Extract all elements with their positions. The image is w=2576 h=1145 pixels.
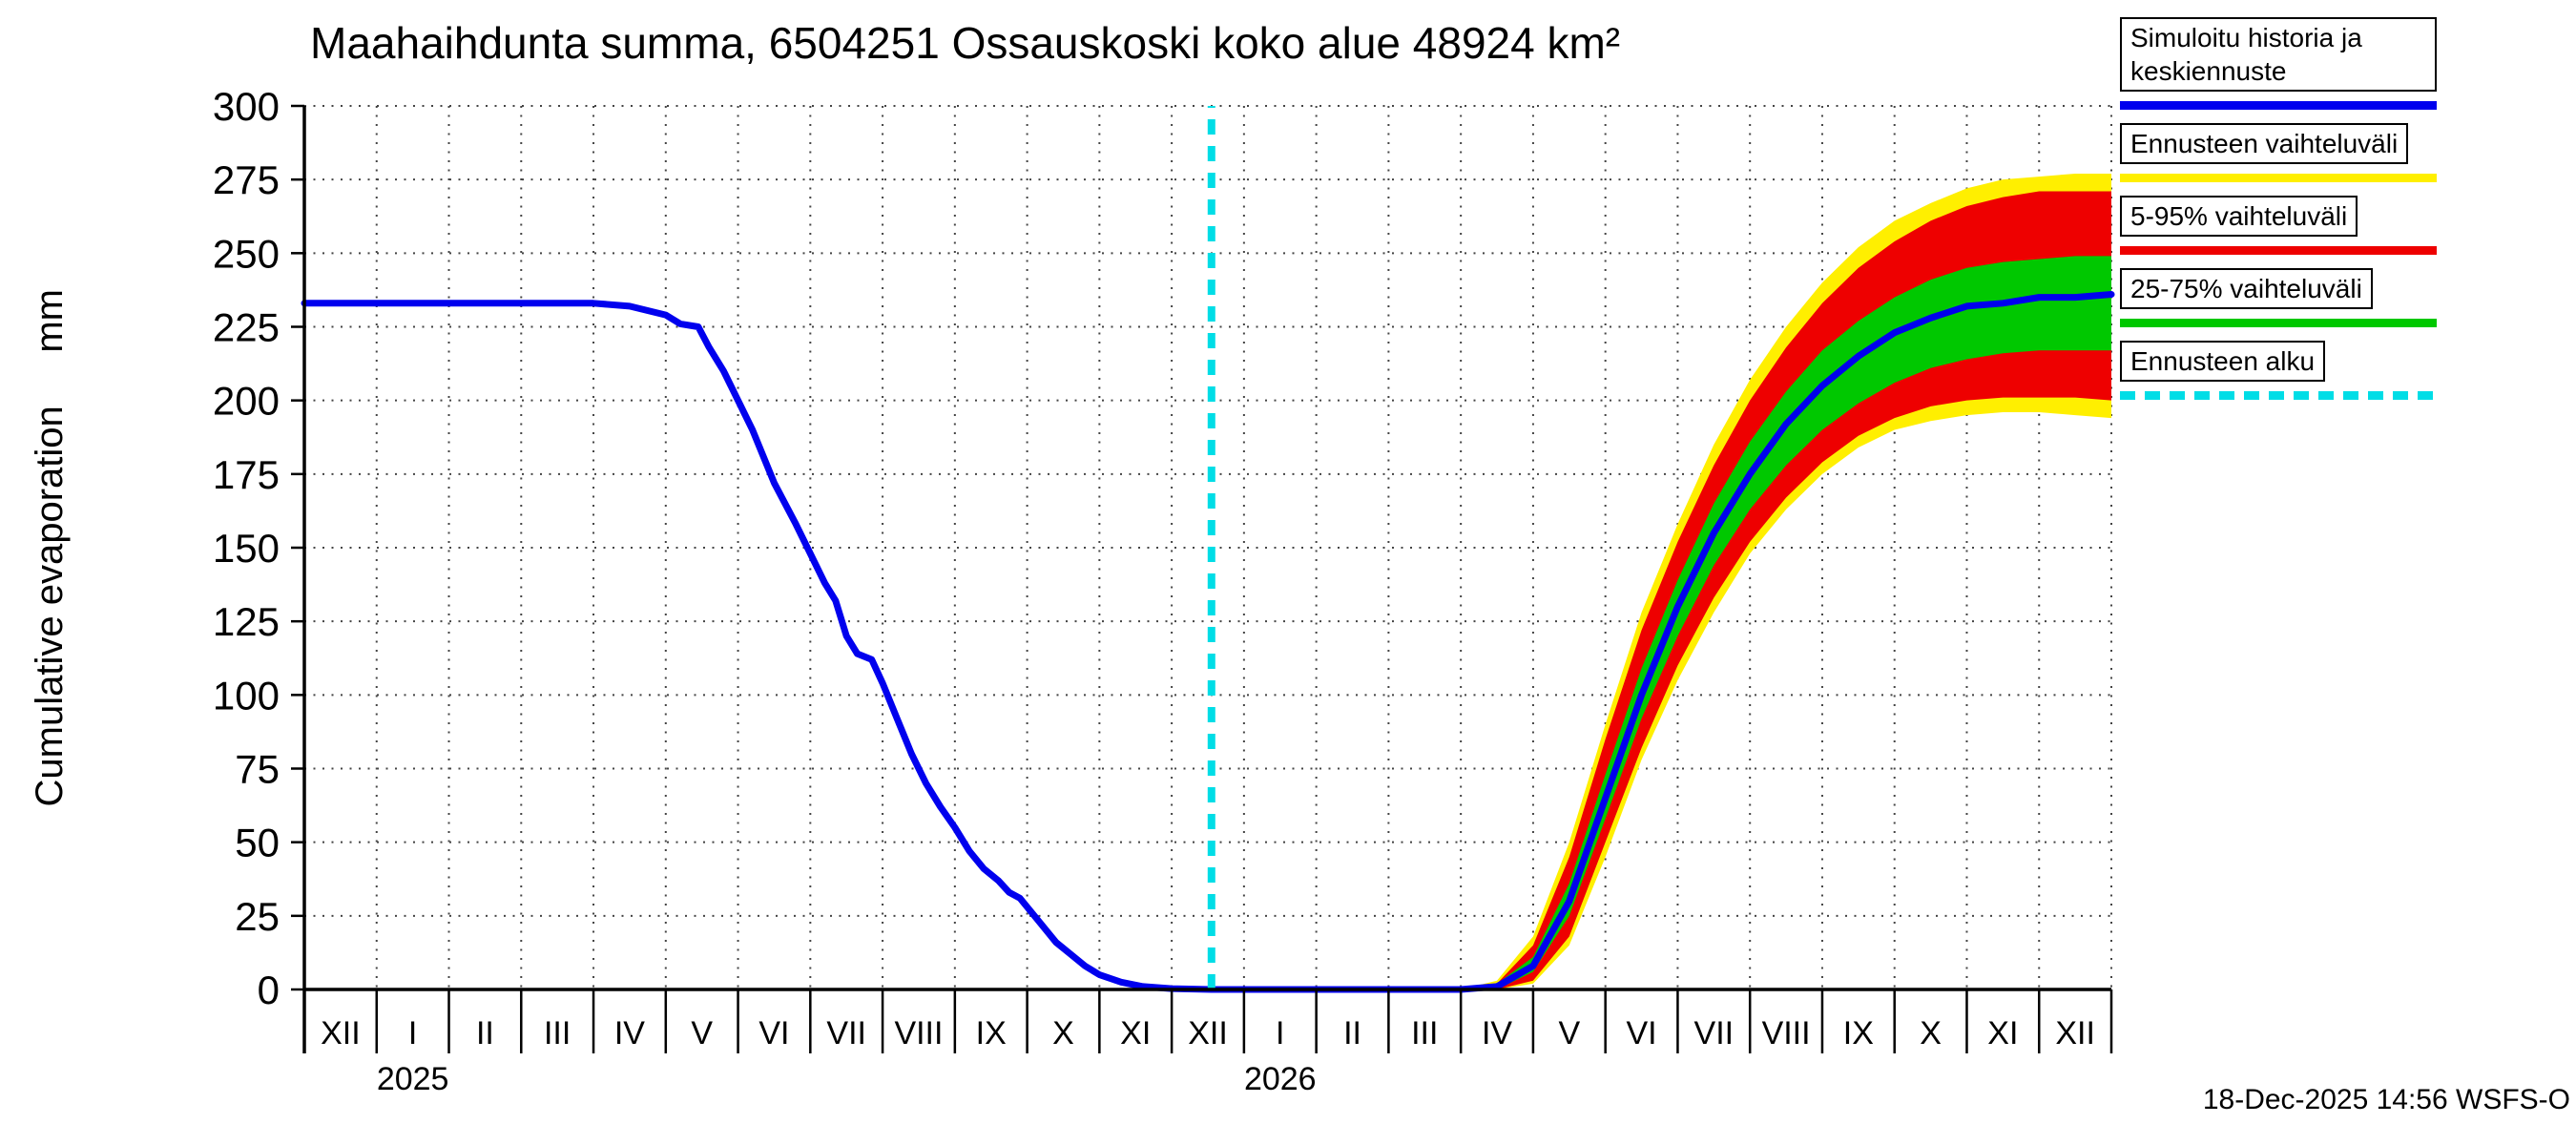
x-tick-label: IX	[976, 1015, 1007, 1051]
y-axis-label-wrap: Cumulative evaporation mm	[21, 106, 78, 989]
y-tick-label: 200	[213, 379, 280, 424]
x-tick-label: VII	[1694, 1015, 1735, 1051]
x-tick-label: XII	[321, 1015, 361, 1051]
x-tick-label: V	[691, 1015, 713, 1051]
chart-title: Maahaihdunta summa, 6504251 Ossauskoski …	[310, 18, 1621, 68]
y-tick-label: 225	[213, 305, 280, 350]
legend-entry: 25-75% vaihteluväli	[2120, 268, 2437, 327]
legend-entry: 5-95% vaihteluväli	[2120, 196, 2437, 255]
x-tick-label: X	[1920, 1015, 1942, 1051]
y-tick-label: 50	[235, 821, 280, 865]
legend-label: 5-95% vaihteluväli	[2120, 196, 2358, 237]
legend-entry: Ennusteen vaihteluväli	[2120, 123, 2437, 182]
legend-swatch-line	[2120, 174, 2437, 182]
y-tick-label: 275	[213, 157, 280, 202]
y-tick-label: 75	[235, 747, 280, 792]
x-tick-label: III	[544, 1015, 571, 1051]
x-tick-label: XI	[1120, 1015, 1151, 1051]
x-tick-label: II	[476, 1015, 494, 1051]
legend-entry: Simuloitu historia ja keskiennuste	[2120, 17, 2437, 110]
median-line	[301, 291, 2115, 993]
x-tick-label: VI	[1626, 1015, 1656, 1051]
band-5-95	[1461, 191, 2111, 990]
x-tick-label: XII	[1188, 1015, 1228, 1051]
y-tick-label: 100	[213, 673, 280, 718]
legend-label: Simuloitu historia ja keskiennuste	[2120, 17, 2437, 92]
x-tick-label: XII	[2055, 1015, 2095, 1051]
legend-swatch-line	[2120, 391, 2437, 400]
x-tick-label: VIII	[1762, 1015, 1811, 1051]
y-tick-label: 250	[213, 231, 280, 276]
x-tick-label: XI	[1987, 1015, 2018, 1051]
x-tick-label: II	[1343, 1015, 1361, 1051]
x-tick-label: I	[408, 1015, 417, 1051]
x-tick-label: VII	[826, 1015, 866, 1051]
band-25-75	[1461, 256, 2111, 989]
legend-entry: Ennusteen alku	[2120, 341, 2437, 400]
y-axis-label: Cumulative evaporation mm	[28, 288, 71, 807]
y-tick-label: 125	[213, 599, 280, 644]
x-tick-label: III	[1411, 1015, 1438, 1051]
legend-label: Ennusteen alku	[2120, 341, 2326, 382]
timestamp: 18-Dec-2025 14:56 WSFS-O	[2202, 1084, 2570, 1115]
legend-label: Ennusteen vaihteluväli	[2120, 123, 2409, 164]
legend-swatch-line	[2120, 246, 2437, 255]
x-tick-label: VIII	[894, 1015, 943, 1051]
x-tick-label: X	[1052, 1015, 1074, 1051]
legend-swatch-line	[2120, 101, 2437, 110]
year-label: 2025	[377, 1061, 449, 1097]
x-tick-label: V	[1558, 1015, 1580, 1051]
year-label: 2026	[1244, 1061, 1317, 1097]
y-tick-label: 150	[213, 526, 280, 571]
x-tick-label: IV	[1482, 1015, 1512, 1051]
legend: Simuloitu historia ja keskiennuste Ennust…	[2120, 17, 2437, 413]
x-tick-label: I	[1276, 1015, 1284, 1051]
y-tick-label: 0	[258, 968, 280, 1012]
y-tick-label: 300	[213, 84, 280, 129]
x-tick-label: IV	[614, 1015, 645, 1051]
y-tick-label: 175	[213, 452, 280, 497]
legend-label: 25-75% vaihteluväli	[2120, 268, 2373, 309]
legend-swatch-line	[2120, 319, 2437, 327]
x-tick-label: IX	[1843, 1015, 1874, 1051]
y-tick-label: 25	[235, 894, 280, 939]
x-tick-label: VI	[758, 1015, 789, 1051]
